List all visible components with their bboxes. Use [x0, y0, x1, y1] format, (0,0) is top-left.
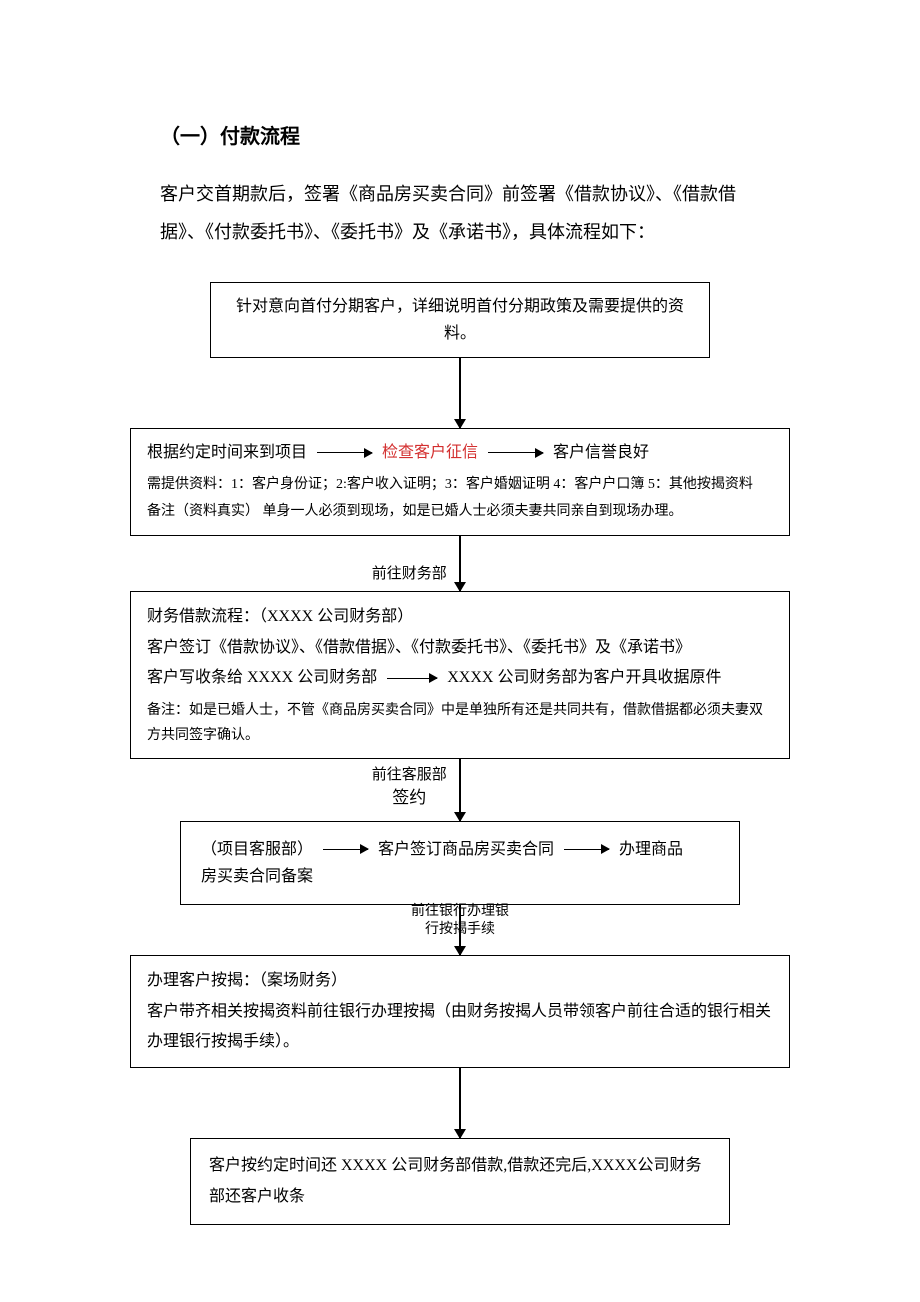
- node-row: 客户写收条给 XXXX 公司财务部 XXXX 公司财务部为客户开具收据原件: [147, 663, 773, 693]
- node-contract-sign: （项目客服部） 客户签订商品房买卖合同 办理商品 房买卖合同备案: [180, 821, 740, 905]
- arrow-down-icon: [459, 1068, 461, 1138]
- node-line: 房买卖合同备案: [201, 863, 719, 890]
- arrow-down-icon: [459, 759, 461, 821]
- connector: [130, 1068, 790, 1138]
- text-segment: （项目客服部）: [201, 836, 313, 863]
- node-repayment: 客户按约定时间还 XXXX 公司财务部借款,借款还完后,XXXX公司财务部还客户…: [190, 1138, 730, 1225]
- text-highlight: 检查客户征信: [382, 439, 478, 466]
- arrow-right-icon: [564, 849, 609, 851]
- arrow-down-icon: [459, 536, 461, 591]
- node-line: 财务借款流程：（XXXX 公司财务部）: [147, 602, 773, 632]
- intro-text: 客户交首期款后，签署《商品房买卖合同》前签署《借款协议》、《借款借据》、《付款委…: [160, 176, 760, 252]
- arrow-down-icon: [459, 905, 461, 955]
- node-line: 客户带齐相关按揭资料前往银行办理按揭（由财务按揭人员带领客户前往合适的银行相关办…: [147, 997, 773, 1058]
- arrow-right-icon: [323, 849, 368, 851]
- node-line: 办理客户按揭：（案场财务）: [147, 966, 773, 996]
- text-segment: 客户信誉良好: [553, 439, 649, 466]
- flowchart: 针对意向首付分期客户，详细说明首付分期政策及需要提供的资料。 根据约定时间来到项…: [0, 282, 920, 1226]
- arrow-right-icon: [387, 678, 437, 680]
- node-text: 客户按约定时间还 XXXX 公司财务部借款,借款还完后,XXXX公司财务部还客户…: [209, 1157, 701, 1204]
- node-credit-check: 根据约定时间来到项目 检查客户征信 客户信誉良好 需提供资料：1：客户身份证；2…: [130, 428, 790, 536]
- label-line: 签约: [392, 788, 426, 807]
- node-detail: 需提供资料：1：客户身份证；2:客户收入证明；3：客户婚姻证明 4：客户户口簿 …: [147, 472, 773, 499]
- node-row: （项目客服部） 客户签订商品房买卖合同 办理商品: [201, 836, 719, 863]
- node-note: 备注（资料真实） 单身一人必须到现场，如是已婚人士必须夫妻共同亲自到现场办理。: [147, 499, 773, 526]
- text-segment: 根据约定时间来到项目: [147, 439, 307, 466]
- arrow-right-icon: [317, 452, 372, 454]
- node-line: 客户签订《借款协议》、《借款借据》、《付款委托书》、《委托书》及《承诺书》: [147, 633, 773, 663]
- node-intro-policy: 针对意向首付分期客户，详细说明首付分期政策及需要提供的资料。: [210, 282, 710, 358]
- connector-label: 前往财务部: [372, 564, 447, 585]
- section-title: （一）付款流程: [160, 120, 760, 154]
- node-finance-loan: 财务借款流程：（XXXX 公司财务部） 客户签订《借款协议》、《借款借据》、《付…: [130, 591, 790, 759]
- text-segment: XXXX 公司财务部为客户开具收据原件: [447, 663, 721, 693]
- text-segment: 客户签订商品房买卖合同: [378, 836, 554, 863]
- connector: 前往银行办理银 行按揭手续: [130, 905, 790, 955]
- connector: [130, 358, 790, 428]
- header-section: （一）付款流程 客户交首期款后，签署《商品房买卖合同》前签署《借款协议》、《借款…: [0, 120, 920, 282]
- connector: 前往财务部: [130, 536, 790, 591]
- node-row: 根据约定时间来到项目 检查客户征信 客户信誉良好: [147, 439, 773, 466]
- connector: 前往客服部 签约: [130, 759, 790, 821]
- text-segment: 客户写收条给 XXXX 公司财务部: [147, 663, 377, 693]
- node-text: 针对意向首付分期客户，详细说明首付分期政策及需要提供的资料。: [236, 298, 684, 342]
- arrow-right-icon: [488, 452, 543, 454]
- text-segment: 办理商品: [619, 836, 683, 863]
- arrow-down-icon: [459, 358, 461, 428]
- node-note: 备注：如是已婚人士，不管《商品房买卖合同》中是单独所有还是共同共有，借款借据都必…: [147, 698, 773, 748]
- label-line: 前往客服部: [372, 767, 447, 783]
- node-mortgage: 办理客户按揭：（案场财务） 客户带齐相关按揭资料前往银行办理按揭（由财务按揭人员…: [130, 955, 790, 1068]
- connector-label: 前往客服部 签约: [372, 765, 447, 810]
